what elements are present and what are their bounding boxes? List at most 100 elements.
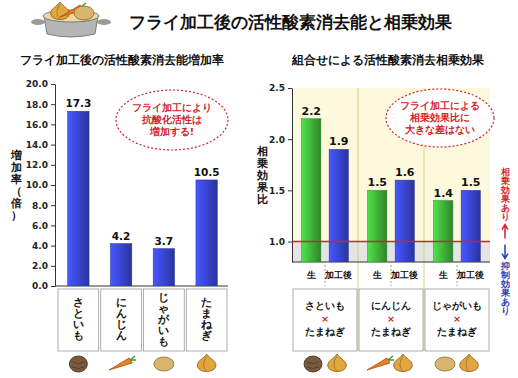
annotation-line: 抗酸化活性は [141,114,202,125]
category-label: じゃがいも [157,291,170,347]
data-label: 4.2 [112,230,131,242]
y-axis-title-char: 比 [257,193,268,206]
icon-detail [130,356,136,360]
category-box [293,289,357,351]
panel-title: 組合せによる活性酸素消去相乗効果 [291,53,485,67]
y-tick-mark [51,185,55,186]
y-tick-mark [51,124,55,125]
icon-detail [400,356,403,371]
category-label: たまねぎ [201,296,213,342]
y-tick-label: 2.5 [269,83,285,93]
y-tick-mark [51,145,55,146]
y-tick-mark [288,139,292,140]
header: フライ加工後の活性酸素消去能と相乗効果 [31,2,453,37]
food-icon [394,354,413,372]
reference-line [292,241,490,243]
annotation-bubble [116,90,228,150]
y-tick: 2.5 [269,83,292,93]
icon-shape [197,354,216,372]
category-label-line: たまねぎ [437,326,477,337]
bar [395,180,414,262]
bar [329,149,348,262]
y-tick-mark [51,286,55,287]
category-box [425,289,489,351]
icon-shape [109,358,132,370]
data-label: 1.9 [329,135,349,148]
y-tick-label: 18.0 [26,100,48,110]
bar [196,180,217,286]
icon-shape [435,357,455,371]
data-label: 3.7 [155,235,174,247]
y-tick-label: 12.0 [26,160,48,170]
y-tick-mark [288,190,292,191]
y-tick: 4.0 [32,241,55,251]
food-icon [197,354,216,372]
data-label: 1.5 [368,176,388,189]
reference-label-below: 抑制効果あり [500,261,511,316]
category-label-char: ぎ [201,329,212,342]
category-box [58,289,99,351]
y-tick-mark [51,246,55,247]
category-box [186,289,227,351]
category-label-line: じゃがいも [432,300,482,311]
y-tick-label: 14.0 [26,140,48,150]
category-label-line: × [387,313,395,324]
category-label-line: にんじん [371,300,411,311]
annotation-line: 増加する! [149,126,194,138]
food-icon [460,354,479,372]
category-box [359,289,423,351]
annotation-bubble [386,89,494,147]
icon-shape [304,356,322,372]
food-icon [328,354,347,372]
bar [368,190,387,262]
reference-label-below-char: り [501,306,510,316]
category-label-line: たまねぎ [305,326,345,337]
icon-detail [466,356,469,371]
y-tick-mark [51,225,55,226]
food-icon [367,356,394,370]
category-label-char: ん [116,329,127,341]
bar [461,190,480,262]
data-label: 2.2 [302,105,322,118]
pot-handle [31,19,45,25]
icon-shape [69,356,87,372]
page-title: フライ加工後の活性酸素消去能と相乗効果 [129,12,453,32]
y-tick: 2.0 [32,261,55,271]
icon-detail [204,356,207,371]
y-tick-label: 16.0 [26,120,48,130]
y-tick-mark [51,84,55,85]
panel-right: 組合せによる活性酸素消去相乗効果1.01.52.02.52.2生1.5生1.4生… [256,53,511,372]
y-tick-label: 6.0 [32,221,48,231]
series-label: 生 [372,270,382,280]
food-icon [435,357,455,371]
icon-detail [307,362,319,369]
x-axis-line [292,262,490,263]
category-label: にんじん×たまねぎ [371,300,411,337]
y-axis: 1.01.52.02.5 [269,83,292,262]
food-icon [304,356,322,372]
food-icon [74,6,94,20]
y-tick: 2.0 [269,135,292,145]
reference-label-above: 相乗効果あり [500,167,511,222]
bar [68,111,89,286]
category-label-line: さといも [305,300,345,311]
data-label: 17.3 [65,97,91,109]
y-tick-label: 8.0 [32,201,48,211]
y-tick-label: 1.0 [269,237,285,247]
series-label: 加工後 [390,270,418,280]
bar [434,201,453,262]
y-axis-line [292,89,293,263]
y-axis-line [55,85,56,287]
y-axis: 0.02.04.06.08.010.012.014.016.018.020.0 [26,79,56,291]
panel-left: フライ加工後の活性酸素消去能増加率0.02.04.06.08.010.012.0… [10,53,229,372]
data-label: 1.5 [461,176,481,189]
icon-shape [74,6,94,20]
category-box [144,289,185,351]
data-label: 1.6 [395,166,415,179]
bar [153,249,174,286]
annotation: フライ加工による相乗効果比に大きな差はない [400,100,480,136]
icon-shape [154,357,174,371]
y-tick-label: 10.0 [26,180,48,190]
y-tick: 8.0 [32,201,55,211]
y-tick-mark [288,242,292,243]
